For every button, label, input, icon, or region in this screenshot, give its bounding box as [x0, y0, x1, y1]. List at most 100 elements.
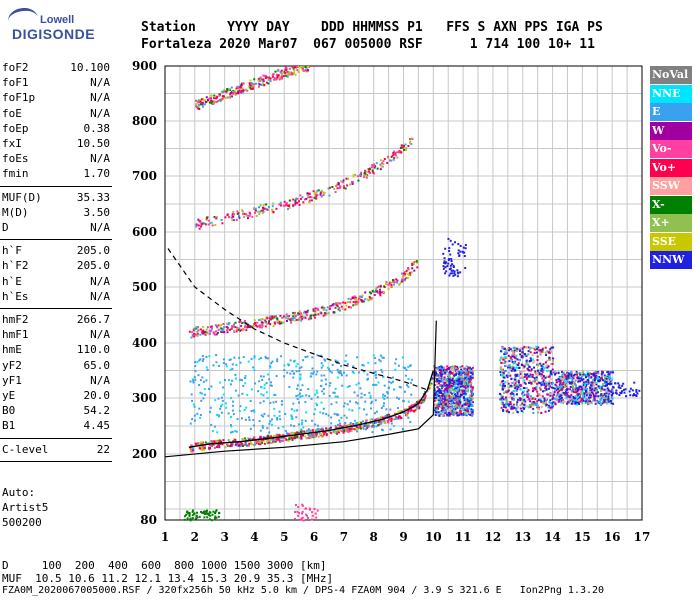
echo-point — [566, 372, 569, 375]
echo-point — [305, 314, 308, 317]
echo-point — [533, 366, 536, 369]
echo-point — [464, 412, 467, 415]
echo-point — [412, 261, 415, 264]
x-tick-label: 2 — [191, 530, 199, 544]
echo-point — [504, 396, 507, 399]
echo-point — [284, 316, 287, 319]
echo-point — [247, 214, 250, 217]
echo-point — [464, 383, 467, 386]
echo-point — [558, 376, 561, 379]
echo-point — [569, 399, 572, 402]
param-value: N/A — [90, 373, 110, 387]
param-c-level: C-level 22 — [2, 443, 110, 457]
echo-point — [232, 325, 235, 328]
echo-point — [471, 410, 474, 413]
echo-point — [378, 420, 381, 423]
echo-point — [334, 387, 337, 390]
echo-point — [374, 412, 377, 415]
echo-point — [373, 290, 376, 293]
echo-point — [246, 393, 249, 396]
echo-point — [191, 399, 194, 402]
echo-point — [242, 82, 245, 85]
echo-point — [437, 374, 440, 377]
echo-point — [576, 379, 579, 382]
echo-point — [204, 512, 207, 515]
echo-point — [547, 387, 550, 390]
echo-point — [576, 395, 579, 398]
echo-point — [243, 215, 246, 218]
echo-point — [599, 388, 602, 391]
echo-point — [372, 425, 375, 428]
echo-point — [610, 382, 613, 385]
echo-point — [231, 430, 234, 433]
echo-point — [212, 332, 215, 335]
echo-point — [226, 322, 229, 325]
echo-point — [228, 88, 231, 91]
echo-point — [328, 384, 331, 387]
echo-point — [276, 360, 279, 363]
echo-point — [264, 207, 267, 210]
echo-point — [448, 377, 451, 380]
echo-point — [271, 208, 274, 211]
param-value: 3.50 — [83, 205, 111, 219]
echo-point — [276, 418, 279, 421]
logo-line1: Lowell — [40, 14, 75, 26]
echo-point — [248, 418, 251, 421]
echo-point — [404, 271, 407, 274]
echo-point — [287, 432, 290, 435]
echo-point — [502, 358, 505, 361]
echo-point — [539, 382, 542, 385]
echo-point — [514, 357, 517, 360]
echo-point — [461, 388, 464, 391]
echo-point — [467, 384, 470, 387]
echo-point — [283, 200, 286, 203]
param-value: N/A — [90, 289, 110, 303]
echo-point — [270, 438, 273, 441]
echo-point — [451, 243, 454, 246]
echo-point — [435, 390, 438, 393]
echo-point — [239, 329, 242, 332]
echo-point — [375, 286, 378, 289]
echo-point — [517, 362, 520, 365]
echo-point — [354, 427, 357, 430]
echo-point — [536, 400, 539, 403]
x-tick-label: 3 — [220, 530, 228, 544]
echo-point — [269, 80, 272, 83]
echo-point — [335, 426, 338, 429]
echo-point — [381, 356, 384, 359]
x-tick-label: 7 — [340, 530, 348, 544]
echo-point — [280, 75, 283, 78]
param-label: hmF1 — [2, 328, 29, 342]
echo-point — [296, 436, 299, 439]
echo-point — [525, 363, 528, 366]
echo-point — [466, 402, 469, 405]
echo-point — [381, 165, 384, 168]
echo-point — [268, 422, 271, 425]
echo-point — [307, 516, 310, 519]
echo-point — [197, 224, 200, 227]
echo-point — [233, 356, 236, 359]
echo-point — [221, 399, 224, 402]
echo-point — [389, 159, 392, 162]
echo-point — [532, 387, 535, 390]
echo-point — [453, 412, 456, 415]
echo-point — [444, 403, 447, 406]
echo-point — [202, 397, 205, 400]
echo-point — [510, 377, 513, 380]
echo-point — [521, 347, 524, 350]
echo-point — [232, 440, 235, 443]
echo-point — [456, 406, 459, 409]
echo-point — [471, 393, 474, 396]
echo-point — [460, 389, 463, 392]
echo-point — [234, 430, 237, 433]
echo-point — [443, 389, 446, 392]
echo-point — [345, 177, 348, 180]
echo-point — [588, 371, 591, 374]
echo-point — [441, 378, 444, 381]
echo-point — [289, 359, 292, 362]
echo-point — [383, 397, 386, 400]
echo-point — [442, 367, 445, 370]
echo-point — [571, 384, 574, 387]
echo-point — [464, 387, 467, 390]
echo-point — [215, 215, 218, 218]
